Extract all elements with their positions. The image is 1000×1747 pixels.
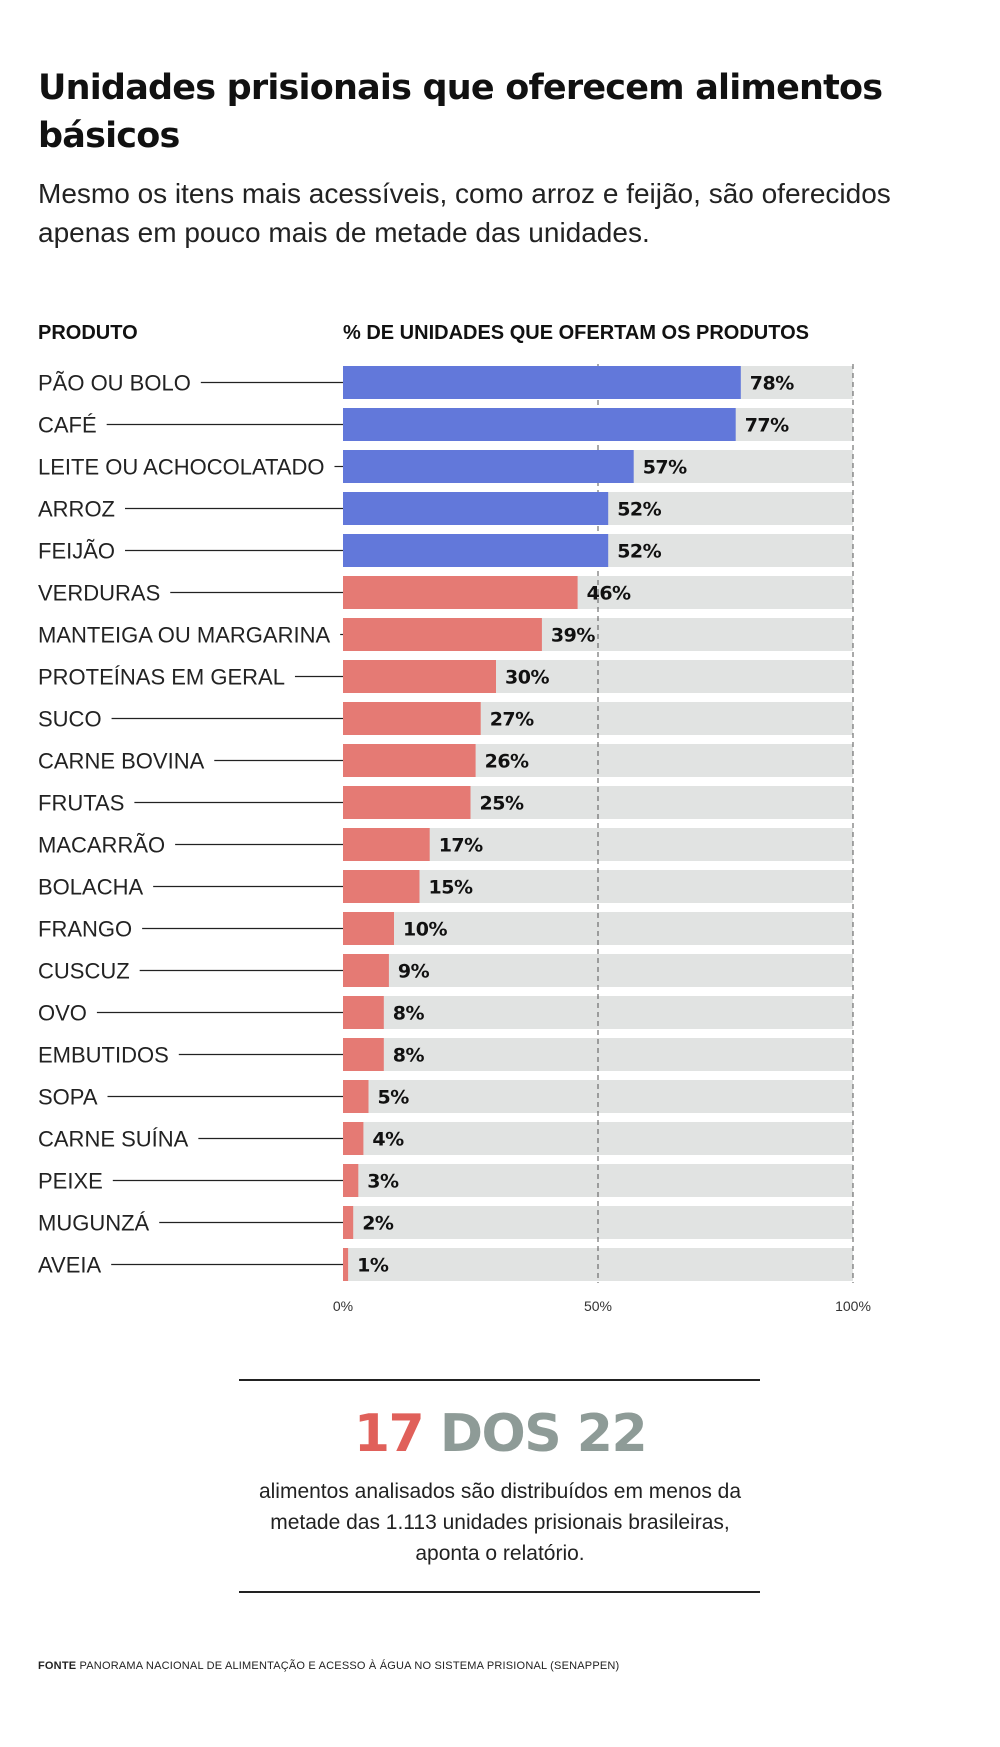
category-label: FRUTAS [38,791,124,816]
source-text: PANORAMA NACIONAL DE ALIMENTAÇÃO E ACESS… [79,1660,620,1672]
data-label: 5% [378,1087,410,1109]
category-label: AVEIA [38,1253,102,1278]
data-label: 9% [398,961,430,983]
bar [343,408,736,441]
category-header: PRODUTO [38,322,138,344]
chart-title: Unidades prisionais que oferecem aliment… [38,68,883,156]
bar [343,618,542,651]
stat-number-grey: DOS 22 [439,1404,648,1464]
bar [343,1248,349,1281]
bar [343,450,634,483]
category-label: FRANGO [38,917,132,942]
category-label: MACARRÃO [38,833,165,858]
bar [343,1164,359,1197]
category-label: CARNE BOVINA [38,749,205,774]
value-header: % DE UNIDADES QUE OFERTAM OS PRODUTOS [343,322,809,344]
bar-chart: PRODUTO % DE UNIDADES QUE OFERTAM OS PROD… [38,322,871,1314]
data-label: 1% [357,1255,389,1277]
x-tick-label: 50% [584,1298,612,1314]
bar [343,366,741,399]
category-label: FEIJÃO [38,539,115,564]
category-label: PÃO OU BOLO [38,371,191,396]
data-label: 39% [551,625,595,647]
bar [343,870,420,903]
data-label: 8% [393,1003,425,1025]
data-label: 2% [362,1213,394,1235]
x-tick-label: 100% [835,1298,871,1314]
category-label: SOPA [38,1085,98,1110]
x-tick-label: 0% [333,1298,353,1314]
data-label: 10% [403,919,447,941]
data-label: 17% [439,835,483,857]
data-label: 25% [480,793,524,815]
category-label: VERDURAS [38,581,160,606]
data-label: 52% [617,541,661,563]
category-label: CARNE SUÍNA [38,1127,189,1152]
category-label: ARROZ [38,497,115,522]
data-label: 27% [490,709,534,731]
bar [343,1206,354,1239]
category-label: MANTEIGA OU MARGARINA [38,623,330,648]
bar [343,1080,369,1113]
category-label: CAFÉ [38,413,97,438]
category-label: MUGUNZÁ [38,1211,150,1236]
category-label: PROTEÍNAS EM GERAL [38,665,285,690]
bar [343,1122,364,1155]
data-label: 15% [429,877,473,899]
category-label: CUSCUZ [38,959,130,984]
category-label: LEITE OU ACHOCOLATADO [38,455,324,480]
data-label: 46% [587,583,631,605]
category-label: OVO [38,1001,87,1026]
bar [343,702,481,735]
data-label: 52% [617,499,661,521]
stat-number-red: 17 [353,1404,425,1464]
bar [343,996,384,1029]
highlight-stat: 17 DOS 22 [0,1404,1000,1464]
bar [343,1038,384,1071]
stat-description: alimentos analisados são distribuídos em… [258,1480,742,1565]
category-label: BOLACHA [38,875,143,900]
data-label: 78% [750,373,794,395]
source-note: FONTE PANORAMA NACIONAL DE ALIMENTAÇÃO E… [38,1660,619,1672]
bar [343,912,394,945]
bar [343,492,609,525]
bar [343,828,430,861]
data-label: 77% [745,415,789,437]
data-label: 30% [505,667,549,689]
data-label: 4% [372,1129,404,1151]
bar [343,954,389,987]
top-divider [239,1379,760,1381]
category-label: PEIXE [38,1169,103,1194]
category-label: SUCO [38,707,102,732]
chart-subtitle: Mesmo os itens mais acessíveis, como arr… [38,178,891,248]
data-label: 8% [393,1045,425,1067]
bar [343,786,471,819]
data-label: 26% [485,751,529,773]
bar [343,534,609,567]
source-label: FONTE [38,1660,77,1672]
bar [343,744,476,777]
data-label: 57% [643,457,687,479]
category-label: EMBUTIDOS [38,1043,169,1068]
data-label: 3% [367,1171,399,1193]
bottom-divider [239,1591,760,1593]
bar [343,576,578,609]
bar [343,660,496,693]
